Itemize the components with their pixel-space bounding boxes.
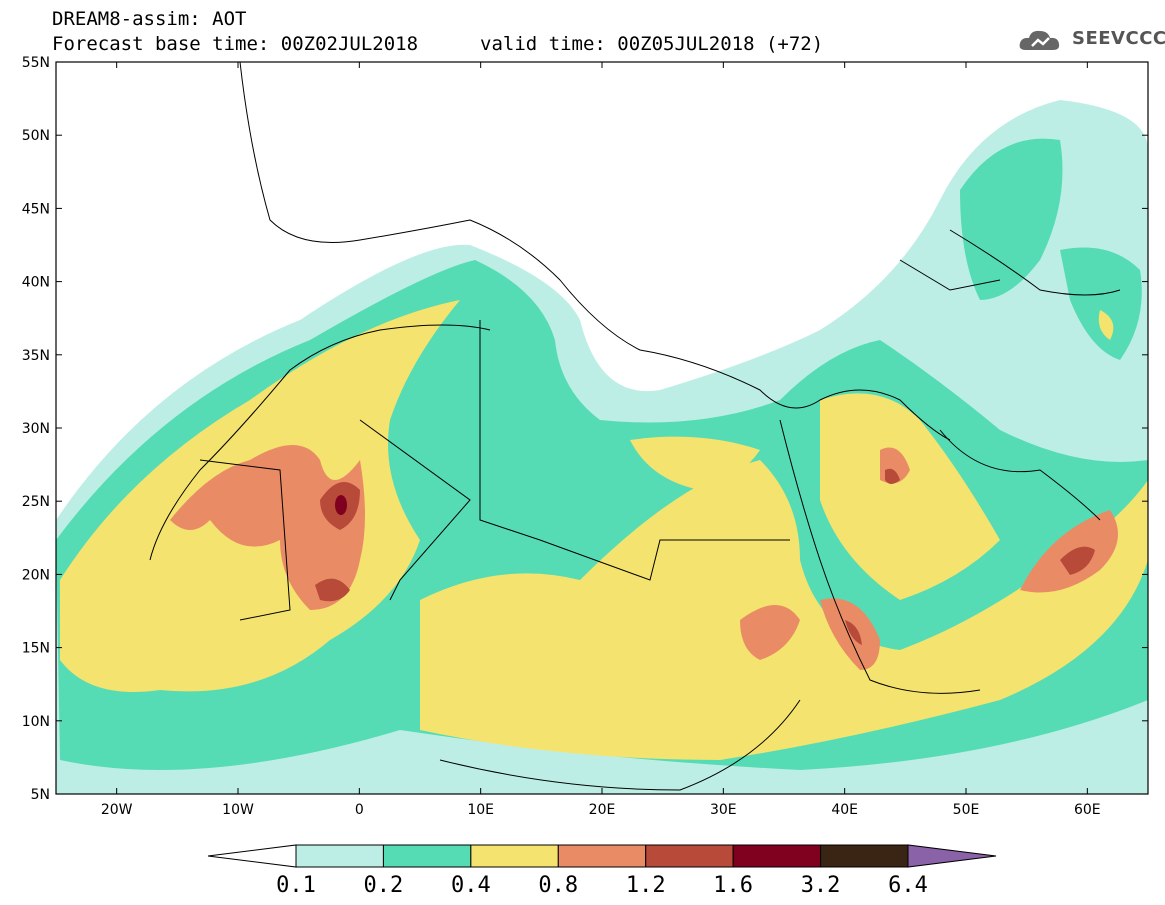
lon-label: 0 <box>355 802 364 818</box>
lon-label: 50E <box>953 802 980 818</box>
colorbar-label: 0.4 <box>450 873 491 898</box>
lat-label: 50N <box>22 128 50 144</box>
cloud-logo-icon <box>1019 30 1060 50</box>
colorbar <box>207 844 997 868</box>
title-line-2: Forecast base time: 00Z02JUL2018 <box>52 33 419 55</box>
logo-text: SEEVCCC <box>1072 28 1165 49</box>
lat-label: 5N <box>31 787 50 803</box>
colorbar-segment <box>645 844 734 868</box>
lon-label: 20E <box>589 802 616 818</box>
lon-label: 30E <box>710 802 737 818</box>
lat-label: 20N <box>22 567 50 583</box>
colorbar-label: 0.2 <box>363 873 404 898</box>
colorbar-label: 6.4 <box>888 873 928 898</box>
valid-time: valid time: 00Z05JUL2018 (+72) <box>480 33 824 55</box>
lat-label: 30N <box>22 421 50 437</box>
lon-label: 40E <box>831 802 858 818</box>
colorbar-arrow-high <box>907 844 997 868</box>
lat-label: 15N <box>22 641 50 657</box>
colorbar-segment <box>470 844 559 868</box>
coastlines <box>149 62 1121 791</box>
lon-label: 10W <box>222 802 254 818</box>
colorbar-segment <box>557 844 647 868</box>
lat-label: 10N <box>22 714 50 730</box>
colorbar-label: 1.6 <box>713 873 754 898</box>
colorbar-segment <box>820 844 909 868</box>
lat-label: 35N <box>22 348 50 364</box>
axis-ticks <box>56 61 1148 795</box>
colorbar-segment <box>732 844 822 868</box>
colorbar-label: 0.8 <box>538 873 579 898</box>
lon-label: 60E <box>1074 802 1101 818</box>
title-line-1: DREAM8-assim: AOT <box>52 8 247 30</box>
aot-band-1.6 <box>335 495 347 515</box>
colorbar-label: 0.1 <box>276 873 316 898</box>
lon-label: 10E <box>467 802 494 818</box>
lat-label: 55N <box>22 55 50 71</box>
colorbar-label: 1.2 <box>625 873 666 898</box>
lat-label: 45N <box>22 201 50 217</box>
colorbar-segment <box>382 844 472 868</box>
lon-labels: 20W 10W 0 10E 20E 30E 40E 50E 60E <box>101 802 1101 818</box>
lat-labels: 55N 50N 45N 40N 35N 30N 25N 20N 15N 10N 5N <box>22 55 50 803</box>
aot-band-0.8 <box>170 445 1118 670</box>
colorbar-label: 3.2 <box>800 873 841 898</box>
colorbar-arrow-low <box>207 844 297 868</box>
lat-label: 25N <box>22 494 50 510</box>
colorbar-segment <box>295 844 384 868</box>
lon-label: 20W <box>101 802 133 818</box>
lat-label: 40N <box>22 275 50 291</box>
